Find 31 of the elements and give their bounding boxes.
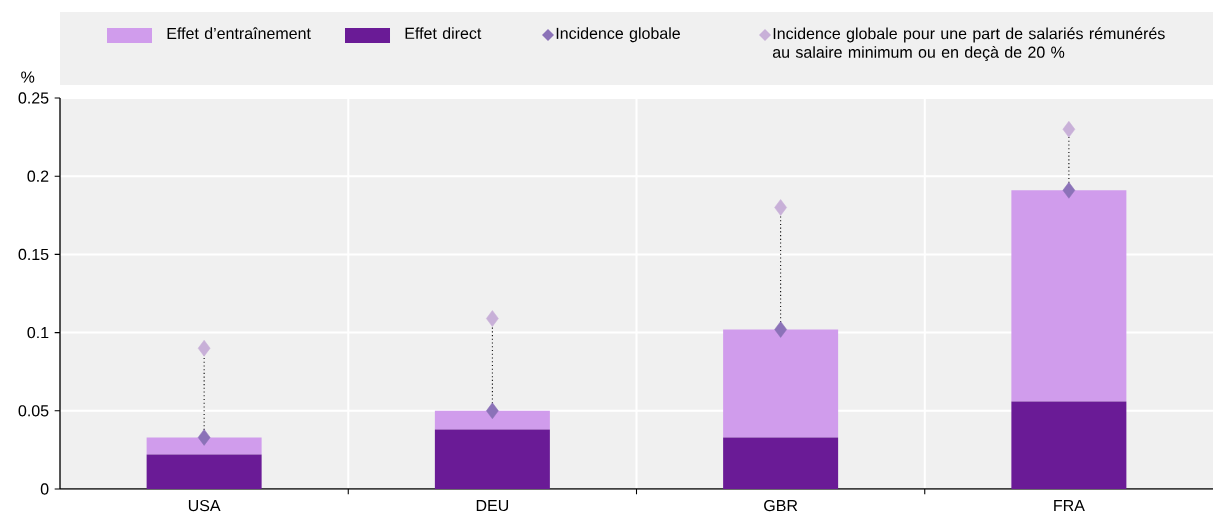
- legend-label: Effet d’entraînement: [167, 27, 311, 40]
- bar: [1011, 401, 1127, 490]
- y-tick-label: 0.05: [18, 405, 49, 417]
- y-tick-label: 0.2: [27, 170, 49, 182]
- legend-label: Incidence globale: [556, 27, 680, 43]
- point: [486, 402, 499, 420]
- x-tick-label: USA: [188, 499, 221, 512]
- legend-label: Effet direct: [405, 27, 482, 40]
- y-tick-label: 0.25: [18, 92, 49, 104]
- y-tick-label: 0.15: [18, 248, 49, 261]
- bar: [723, 329, 839, 438]
- point: [1062, 121, 1076, 138]
- bar: [1011, 190, 1127, 402]
- bar: [723, 437, 839, 490]
- x-tick-label: FRA: [1054, 499, 1085, 511]
- point: [1062, 182, 1076, 199]
- bar: [146, 454, 262, 490]
- x-tick-label: DEU: [476, 499, 509, 512]
- y-axis-title: %: [21, 71, 35, 83]
- bar: [434, 429, 550, 490]
- y-tick-label: 0.1: [27, 326, 49, 339]
- point: [486, 310, 499, 327]
- point: [774, 199, 787, 216]
- point: [774, 321, 787, 338]
- bar: [434, 410, 550, 430]
- legend-label: Incidence globale pour une part de salariés rémunérés au salaire minimum ou en deçà de 20 %: [772, 27, 1165, 62]
- y-tick-label: 0: [40, 483, 49, 495]
- bar: [146, 437, 262, 455]
- point: [197, 339, 211, 357]
- x-tick-label: GBR: [764, 499, 798, 512]
- point: [197, 429, 211, 446]
